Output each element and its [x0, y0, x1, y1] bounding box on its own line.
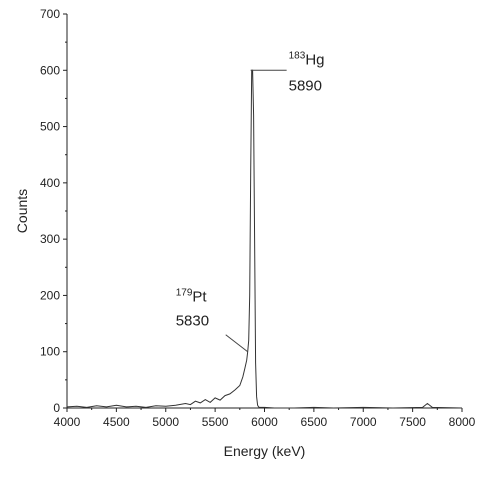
x-tick-label: 6000	[251, 415, 278, 429]
pt-leader-line	[225, 334, 249, 353]
y-tick-label: 600	[40, 63, 60, 77]
x-tick-label: 7000	[350, 415, 377, 429]
x-tick-label: 8000	[449, 415, 476, 429]
y-tick-label: 400	[40, 176, 60, 190]
hg-isotope-label: 183Hg	[289, 50, 325, 68]
y-tick-label: 100	[40, 345, 60, 359]
hg-mass-number: 183	[289, 50, 306, 61]
annotation-pt: 179Pt 5830	[176, 288, 249, 353]
y-tick-label: 0	[53, 401, 60, 415]
y-tick-label: 300	[40, 232, 60, 246]
hg-energy-label: 5890	[289, 77, 322, 94]
pt-element: Pt	[192, 289, 207, 306]
spectrum-series-line	[66, 69, 463, 409]
y-axis-title: Counts	[14, 189, 30, 233]
y-tick-label: 700	[40, 7, 60, 21]
x-tick-label: 5500	[202, 415, 229, 429]
x-axis-title: Energy (keV)	[224, 443, 306, 459]
pt-isotope-label: 179Pt	[176, 288, 208, 306]
pt-energy-label: 5830	[176, 313, 209, 330]
x-tick-label: 4500	[103, 415, 130, 429]
plot-area: 4000 4500 5000 5500 6000 6500 7000 7500 8000 0 100…	[40, 7, 476, 429]
annotation-hg: 183Hg 5890	[250, 50, 325, 94]
y-tick-label: 500	[40, 120, 60, 134]
x-tick-label: 7500	[399, 415, 426, 429]
x-tick-label: 5000	[152, 415, 179, 429]
hg-element: Hg	[305, 51, 324, 68]
x-tick-label: 4000	[54, 415, 81, 429]
y-tick-label: 200	[40, 288, 60, 302]
pt-mass-number: 179	[176, 288, 193, 299]
x-tick-label: 6500	[301, 415, 328, 429]
